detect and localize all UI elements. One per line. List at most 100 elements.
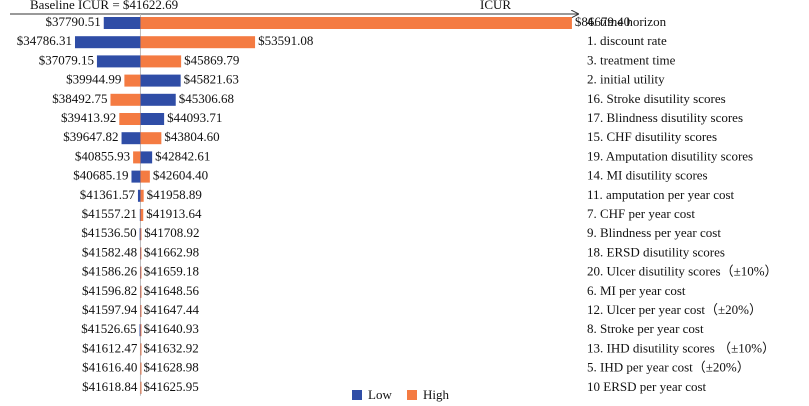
value-label: $41647.44 [144, 302, 200, 317]
bar [139, 209, 141, 221]
bar [140, 343, 142, 356]
value-label: $53591.08 [258, 33, 313, 48]
legend-label: Low [368, 387, 392, 402]
value-label: $41612.47 [82, 340, 138, 355]
value-label: $37079.15 [39, 52, 94, 67]
value-label: $45869.79 [184, 52, 239, 67]
bar [124, 74, 141, 87]
value-label: $41659.18 [144, 264, 199, 279]
category-label: 5. IHD per year cost（±20%） [587, 360, 750, 375]
value-label: $41913.64 [146, 206, 202, 221]
value-label: $41708.92 [144, 225, 199, 240]
bar [119, 113, 141, 125]
category-label: 9. Blindness per year cost [587, 225, 721, 240]
category-label: 14. MI disutility scores [587, 168, 708, 183]
value-label: $41536.50 [81, 225, 136, 240]
bar [139, 324, 141, 337]
bar [140, 36, 256, 49]
category-label: 4. time horizon [587, 14, 667, 29]
value-label: $45306.68 [179, 91, 234, 106]
category-label: 11. amputation per year cost [587, 187, 735, 202]
legend-swatch [407, 390, 417, 400]
bar [140, 247, 142, 260]
bar [131, 170, 141, 183]
bar [103, 17, 141, 29]
bar [133, 151, 141, 164]
category-label: 7. CHF per year cost [587, 206, 695, 221]
legend-swatch [352, 390, 362, 400]
value-label: $44093.71 [167, 110, 222, 125]
category-label: 3. treatment time [587, 52, 676, 67]
legend-label: High [423, 387, 450, 402]
bar [140, 362, 142, 375]
value-label: $41628.98 [144, 360, 199, 375]
category-label: 12. Ulcer per year cost（±20%） [587, 302, 762, 317]
category-label: 10 ERSD per year cost [587, 379, 707, 394]
value-label: $41662.98 [144, 244, 199, 259]
baseline-label: Baseline ICUR = $41622.69 [30, 0, 178, 12]
bar [74, 36, 141, 49]
category-label: 2. initial utility [587, 72, 665, 87]
value-label: $41597.94 [82, 302, 138, 317]
value-label: $34786.31 [17, 33, 72, 48]
category-label: 18. ERSD disutility scores [587, 244, 725, 259]
value-label: $45821.63 [184, 72, 239, 87]
bar [140, 17, 572, 29]
axis-label: ICUR [480, 0, 511, 12]
category-label: 1. discount rate [587, 33, 667, 48]
value-label: $41361.57 [80, 187, 136, 202]
bar [140, 170, 150, 183]
value-label: $39647.82 [63, 129, 118, 144]
value-label: $42604.40 [153, 168, 208, 183]
bar [140, 189, 144, 202]
value-label: $41526.65 [81, 321, 136, 336]
value-label: $41648.56 [144, 283, 200, 298]
value-label: $39944.99 [66, 72, 121, 87]
bar [137, 189, 141, 202]
value-label: $41625.95 [143, 379, 198, 394]
category-label: 19. Amputation disutility scores [587, 148, 753, 163]
category-label: 13. IHD disutility scores （±10%） [587, 340, 775, 355]
bar [110, 93, 141, 106]
value-label: $40685.19 [73, 168, 128, 183]
category-label: 16. Stroke disutility scores [587, 91, 726, 106]
value-label: $41586.26 [82, 264, 138, 279]
bar [140, 324, 142, 337]
value-label: $39413.92 [61, 110, 116, 125]
value-label: $41958.89 [147, 187, 202, 202]
bar [140, 132, 162, 145]
bar [140, 55, 182, 68]
bar [140, 113, 165, 125]
bar [140, 93, 176, 106]
value-label: $40855.93 [75, 148, 130, 163]
bar [121, 132, 141, 145]
value-label: $38492.75 [52, 91, 107, 106]
value-label: $41557.21 [82, 206, 137, 221]
bar [140, 285, 142, 298]
category-label: 8. Stroke per year cost [587, 321, 704, 336]
bar [140, 305, 142, 317]
value-label: $41582.48 [82, 244, 137, 259]
bar [140, 74, 181, 87]
bar [139, 228, 141, 241]
value-label: $43804.60 [164, 129, 219, 144]
bar [140, 228, 142, 241]
value-label: $41616.40 [82, 360, 137, 375]
category-label: 17. Blindness disutility scores [587, 110, 743, 125]
category-label: 15. CHF disutility scores [587, 129, 717, 144]
bar [140, 381, 142, 394]
value-label: $41632.92 [144, 340, 199, 355]
value-label: $41618.84 [82, 379, 138, 394]
bar [140, 151, 153, 164]
value-label: $37790.51 [46, 14, 101, 29]
bar [140, 266, 142, 279]
bar [140, 209, 144, 221]
value-label: $41596.82 [82, 283, 137, 298]
bar [96, 55, 141, 68]
category-label: 6. MI per year cost [587, 283, 686, 298]
value-label: $42842.61 [155, 148, 210, 163]
value-label: $86679.40 [575, 14, 630, 29]
value-label: $41640.93 [144, 321, 199, 336]
category-label: 20. Ulcer disutility scores（±10%） [587, 264, 778, 279]
